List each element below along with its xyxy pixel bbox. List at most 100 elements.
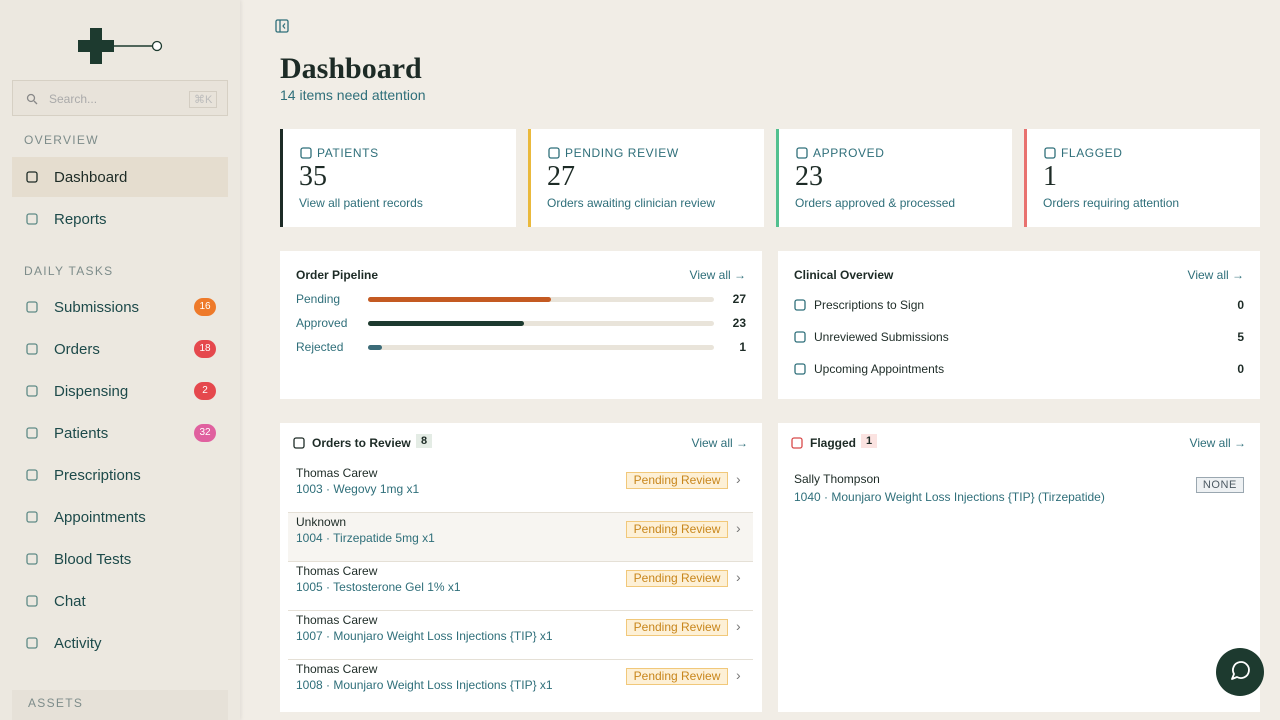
icon	[26, 511, 38, 523]
stat-card[interactable]: PENDING REVIEW 27 Orders awaiting clinicia…	[528, 129, 764, 227]
sidebar: Search... ⌘K OVERVIEW Dashboard Reports DAI…	[0, 0, 240, 720]
stat-label: PENDING REVIEW	[565, 146, 679, 160]
search-box[interactable]: Search... ⌘K	[12, 80, 228, 116]
clinical-value: 0	[1237, 298, 1244, 312]
nav-item[interactable]: Blood Tests	[12, 539, 228, 579]
icon	[293, 437, 305, 449]
stat-card[interactable]: APPROVED 23 Orders approved & processed	[776, 129, 1012, 227]
view-all-link[interactable]: View all →	[691, 436, 748, 450]
nav-item[interactable]: Reports	[12, 199, 228, 239]
icon	[26, 553, 38, 565]
icon	[791, 437, 803, 449]
chevron: ›	[736, 471, 741, 487]
pipeline-bar	[368, 297, 552, 302]
logo	[78, 28, 163, 64]
nav-label: Patients	[54, 425, 109, 442]
section-title: DAILY TASKS	[24, 264, 114, 278]
orders-card: Orders to Review 8 View all → Thomas Carew 1…	[280, 423, 762, 712]
chat-button[interactable]	[1216, 648, 1264, 696]
clinical-label: Prescriptions to Sign	[814, 298, 925, 312]
pipeline-label: Pending	[296, 292, 341, 306]
order-row[interactable]: Thomas Carew 1007 · Mounjaro Weight Loss …	[288, 611, 753, 660]
stat-card[interactable]: FLAGGED 1 Orders requiring attention	[1024, 129, 1260, 227]
stat-caption: Orders approved & processed	[795, 196, 956, 210]
icon	[26, 213, 38, 225]
assets-section[interactable]: ASSETS	[12, 690, 228, 720]
stat-value: 23	[795, 161, 823, 192]
pipeline-value: 27	[732, 292, 746, 306]
order-name: Unknown	[296, 515, 347, 529]
order-detail: 1005 · Testosterone Gel 1% x1	[296, 580, 461, 594]
order-row[interactable]: Thomas Carew 1003 · Wegovy 1mg x1 Pending …	[288, 464, 753, 513]
view-all-link[interactable]: View all →	[1189, 436, 1246, 450]
view-all-link[interactable]: View all →	[689, 268, 746, 282]
icon	[796, 147, 808, 159]
order-row[interactable]: Unknown 1004 · Tirzepatide 5mg x1 Pending …	[288, 513, 753, 562]
search-placeholder: Search...	[49, 92, 98, 106]
flagged-status: NONE	[1195, 477, 1244, 493]
nav-item[interactable]: Dispensing 2	[12, 371, 228, 411]
nav-item[interactable]: Dashboard	[12, 157, 228, 197]
icon	[26, 385, 38, 397]
stat-caption: Orders requiring attention	[1043, 196, 1180, 210]
icon	[26, 427, 38, 439]
clinical-value: 5	[1237, 330, 1244, 344]
nav-item[interactable]: Appointments	[12, 497, 228, 537]
stat-value: 27	[547, 161, 575, 192]
icon	[26, 301, 38, 313]
view-all-link[interactable]: View all →	[1187, 268, 1244, 282]
icon	[26, 595, 38, 607]
icon	[300, 147, 312, 159]
order-status: Pending Review	[626, 472, 728, 489]
nav-label: Appointments	[54, 509, 146, 526]
sidebar-toggle[interactable]	[275, 19, 289, 33]
pipeline-label: Rejected	[296, 340, 344, 354]
nav-label: Dispensing	[54, 383, 129, 400]
order-detail: 1008 · Mounjaro Weight Loss Injections {…	[296, 678, 553, 692]
nav-badge: 2	[194, 382, 216, 400]
stat-card[interactable]: PATIENTS 35 View all patient records	[280, 129, 516, 227]
page-title: Dashboard	[280, 52, 422, 85]
pipeline-value: 1	[739, 340, 746, 354]
order-name: Thomas Carew	[296, 613, 378, 627]
nav-item[interactable]: Submissions 16	[12, 287, 228, 327]
pipeline-card: Order Pipeline View all → Pending 27 Approve…	[280, 251, 762, 399]
stat-value: 35	[299, 161, 327, 192]
order-row[interactable]: Thomas Carew 1008 · Mounjaro Weight Loss …	[288, 660, 753, 709]
icon	[794, 299, 806, 311]
order-row[interactable]: Thomas Carew 1005 · Testosterone Gel 1% x…	[288, 562, 753, 611]
icon	[26, 171, 38, 183]
stat-label: PATIENTS	[317, 146, 379, 160]
chevron: ›	[736, 667, 741, 683]
nav-item[interactable]: Orders 18	[12, 329, 228, 369]
icon	[1044, 147, 1056, 159]
nav-badge: 18	[194, 340, 216, 358]
flagged-row[interactable]: Sally Thompson 1040 · Mounjaro Weight Los…	[778, 471, 1260, 511]
stat-label: APPROVED	[813, 146, 885, 160]
nav-item[interactable]: Patients 32	[12, 413, 228, 453]
order-name: Thomas Carew	[296, 466, 378, 480]
nav-label: Blood Tests	[54, 551, 132, 568]
clinical-label: Unreviewed Submissions	[814, 330, 949, 344]
chevron: ›	[736, 569, 741, 585]
nav-label: Orders	[54, 341, 100, 358]
card-title: Orders to Review	[312, 436, 411, 450]
order-status: Pending Review	[626, 668, 728, 685]
flagged-detail: 1040 · Mounjaro Weight Loss Injections {…	[794, 490, 1105, 504]
order-name: Thomas Carew	[296, 564, 378, 578]
nav-label: Chat	[54, 593, 86, 610]
icon	[26, 637, 38, 649]
clinical-card: Clinical Overview View all → Prescriptions…	[778, 251, 1260, 399]
card-count: 8	[416, 434, 433, 448]
icon	[26, 469, 38, 481]
search-shortcut: ⌘K	[189, 91, 218, 108]
nav-item[interactable]: Chat	[12, 581, 228, 621]
pipeline-bar	[368, 345, 382, 350]
order-detail: 1007 · Mounjaro Weight Loss Injections {…	[296, 629, 553, 643]
pipeline-track	[368, 345, 714, 350]
nav-item[interactable]: Prescriptions	[12, 455, 228, 495]
card-title: Flagged	[810, 436, 857, 450]
nav-item[interactable]: Activity	[12, 623, 228, 663]
nav-badge: 32	[194, 424, 216, 442]
